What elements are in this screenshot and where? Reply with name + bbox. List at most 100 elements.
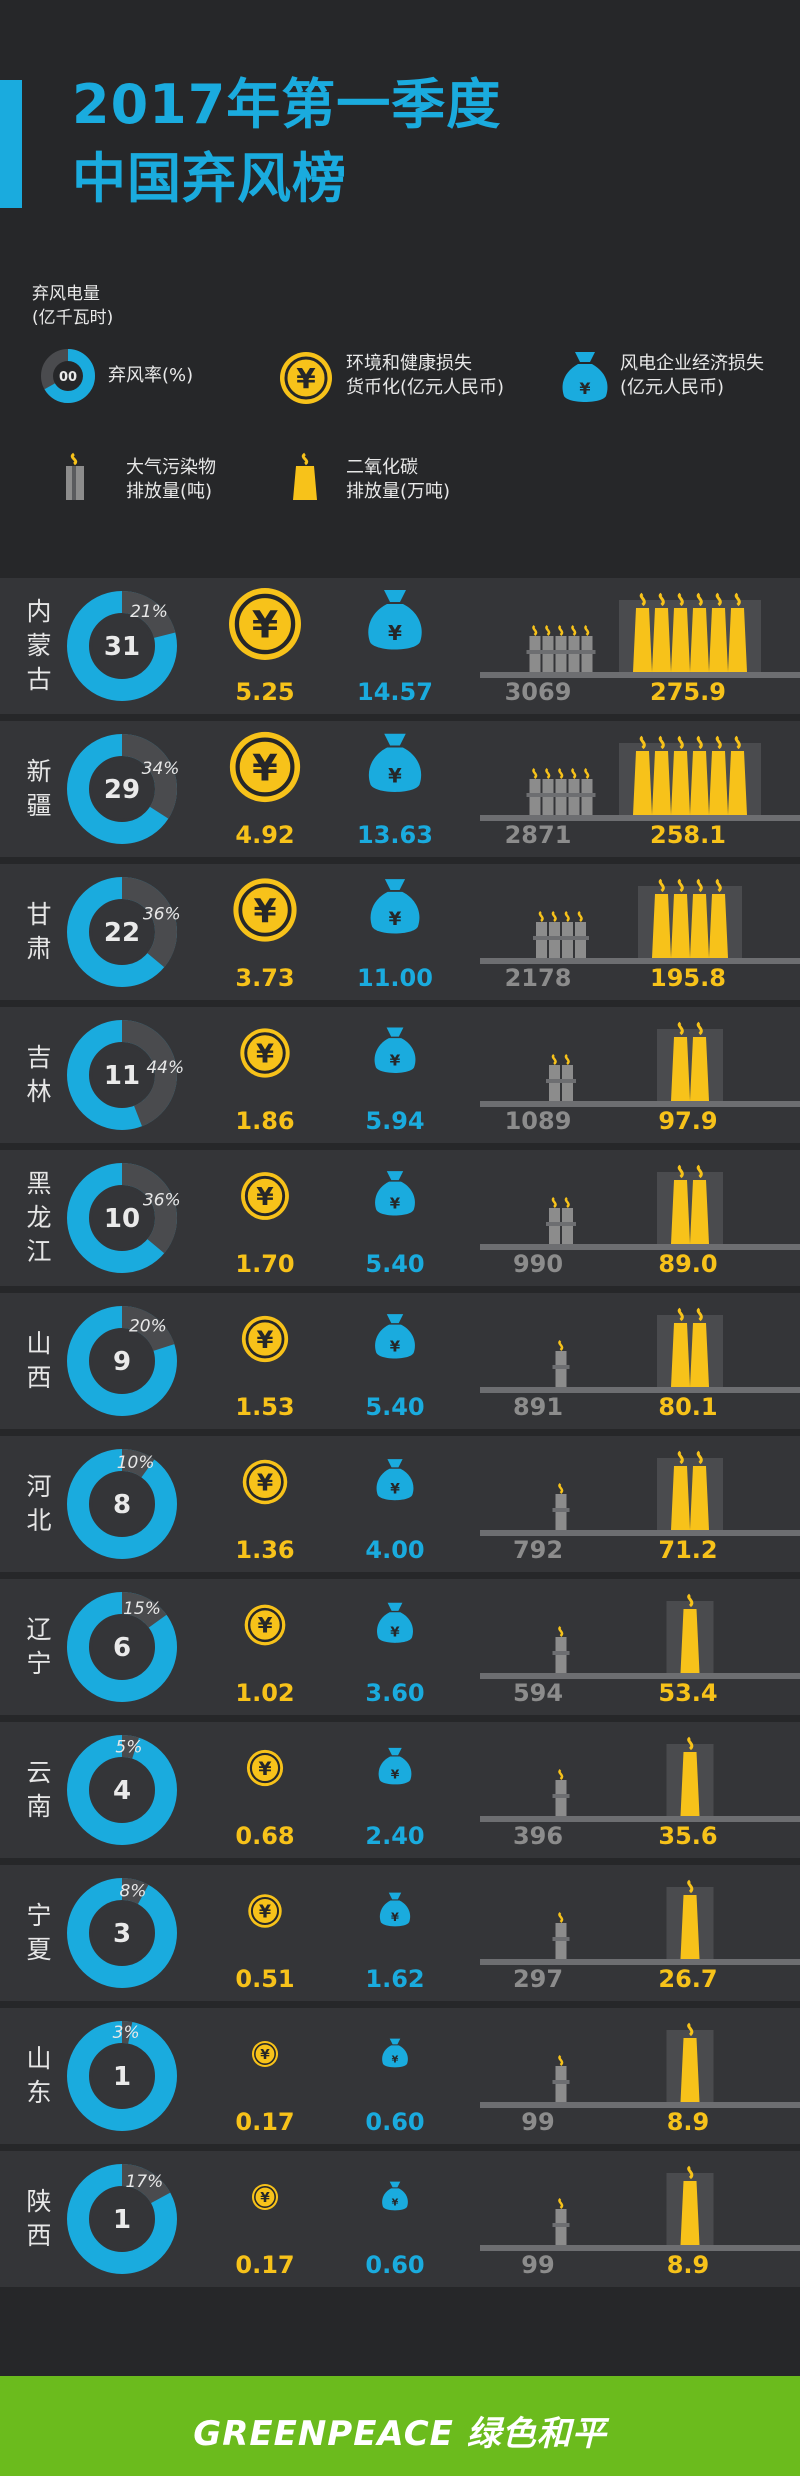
co2-value: 8.9 — [666, 2251, 710, 2279]
svg-text:¥: ¥ — [579, 379, 590, 398]
pollutant-value: 2178 — [504, 964, 572, 992]
pollutant-value: 792 — [512, 1536, 564, 1564]
curtailment-rate-label: 8% — [119, 1881, 146, 1901]
money-bag-icon: ¥ — [375, 1171, 415, 1216]
province-name: 云南 — [26, 1758, 52, 1821]
health-loss-value: 0.68 — [235, 1822, 295, 1850]
province-name: 山东 — [26, 2044, 52, 2107]
pollutant-value: 297 — [512, 1965, 564, 1993]
co2-value: 53.4 — [658, 1679, 718, 1707]
svg-text:¥: ¥ — [257, 1325, 274, 1354]
money-bag-icon: ¥ — [375, 1314, 415, 1359]
curtailment-rate-label: 34% — [142, 759, 180, 779]
row-graphics: 1 17% ¥ ¥ — [67, 2164, 800, 2274]
curtailment-rate-arc — [67, 1592, 177, 1702]
chimney-co2-icon — [638, 878, 742, 958]
health-loss-value: 0.17 — [235, 2108, 295, 2136]
province-name: 甘肃 — [26, 900, 52, 963]
greenpeace-logo: GREENPEACE 绿色和平 — [193, 2414, 607, 2454]
money-bag-icon: ¥ — [376, 1459, 414, 1501]
ground-line — [480, 2102, 800, 2108]
curtailed-power-value: 1 — [113, 2062, 131, 2092]
svg-text:¥: ¥ — [252, 746, 278, 789]
province-name: 内蒙古 — [26, 597, 52, 694]
chimney-pollutant-icon — [552, 2198, 570, 2245]
health-loss-value: 1.02 — [235, 1679, 295, 1707]
legend-yuan-coin-icon: ¥ — [280, 352, 332, 404]
health-loss-value: 3.73 — [235, 964, 295, 992]
svg-text:¥: ¥ — [389, 909, 402, 930]
pollutant-value: 2871 — [504, 821, 572, 849]
curtailment-rate-arc — [67, 877, 177, 987]
legend-health-loss-label: 环境和健康损失 货币化(亿元人民币) — [346, 353, 505, 398]
enterprise-loss-value: 1.62 — [365, 1965, 425, 1993]
money-bag-icon: ¥ — [378, 1747, 412, 1785]
chimney-co2-icon — [619, 592, 761, 672]
svg-text:¥: ¥ — [388, 621, 402, 645]
curtailed-power-value: 9 — [113, 1347, 131, 1377]
enterprise-loss-value: 4.00 — [365, 1536, 425, 1564]
money-bag-icon: ¥ — [377, 1602, 413, 1643]
yuan-coin-icon: ¥ — [241, 1172, 289, 1220]
money-bag-icon: ¥ — [370, 879, 420, 934]
svg-text:¥: ¥ — [260, 2190, 270, 2206]
enterprise-loss-value: 0.60 — [365, 2108, 425, 2136]
yuan-coin-icon: ¥ — [248, 1894, 282, 1928]
yuan-coin-icon: ¥ — [229, 588, 301, 660]
table-row: 吉林 11 44% ¥ ¥1.86 5.94 1089 97.9 — [0, 1007, 800, 1143]
money-bag-icon: ¥ — [382, 2038, 408, 2068]
chimney-co2-icon — [666, 1593, 714, 1673]
row-graphics: 1 3% ¥ ¥ — [67, 2021, 800, 2131]
curtailment-rate-label: 44% — [146, 1058, 184, 1078]
pollutant-value: 3069 — [504, 678, 572, 706]
co2-value: 89.0 — [658, 1250, 718, 1278]
curtailment-rate-label: 3% — [113, 2023, 140, 2043]
co2-value: 275.9 — [650, 678, 726, 706]
table-row: 河北 8 10% ¥ ¥1.36 4.00 792 71.2 — [0, 1436, 800, 1572]
title-line-2: 中国弃风榜 — [72, 147, 347, 210]
title-line-1: 2017年第一季度 — [72, 73, 502, 136]
province-name: 黑龙江 — [26, 1169, 52, 1266]
yuan-coin-icon: ¥ — [229, 731, 301, 803]
row-graphics: 8 10% ¥ ¥ — [67, 1449, 800, 1559]
curtailed-power-value: 3 — [113, 1919, 131, 1949]
svg-text:¥: ¥ — [391, 1910, 399, 1924]
enterprise-loss-value: 14.57 — [357, 678, 433, 706]
svg-text:¥: ¥ — [259, 1902, 271, 1922]
chimney-pollutant-icon — [526, 768, 596, 815]
row-graphics: 31 21% ¥ ¥ — [67, 588, 800, 701]
legend-money-bag-icon: ¥ — [562, 352, 608, 402]
pollutant-value: 1089 — [504, 1107, 572, 1135]
pollutant-value: 396 — [512, 1822, 564, 1850]
yuan-coin-icon: ¥ — [241, 1315, 289, 1363]
chimney-co2-icon — [666, 2165, 714, 2245]
curtailed-power-value: 31 — [104, 632, 140, 662]
money-bag-icon: ¥ — [374, 1027, 416, 1073]
health-loss-value: 1.36 — [235, 1536, 295, 1564]
ground-line — [480, 1101, 800, 1107]
yuan-coin-icon: ¥ — [233, 878, 297, 942]
curtailment-rate-arc — [67, 1735, 177, 1845]
svg-text:¥: ¥ — [388, 765, 402, 788]
table-row: 云南 4 5% ¥ ¥0.68 2.40 396 35.6 — [0, 1722, 800, 1858]
chimney-pollutant-icon — [533, 911, 589, 958]
legend-curtailed-power-label: 弃风电量 (亿千瓦时) — [32, 284, 114, 328]
co2-value: 71.2 — [658, 1536, 718, 1564]
province-name: 新疆 — [26, 757, 52, 820]
svg-text:¥: ¥ — [256, 1039, 274, 1069]
ground-line — [480, 1244, 800, 1250]
table-row: 甘肃 22 36% ¥ ¥3.73 11.00 2178 195.8 — [0, 864, 800, 1000]
enterprise-loss-value: 0.60 — [365, 2251, 425, 2279]
row-graphics: 9 20% ¥ ¥ — [67, 1306, 800, 1416]
curtailment-rate-arc — [67, 1306, 177, 1416]
health-loss-value: 1.86 — [235, 1107, 295, 1135]
chimney-pollutant-icon — [546, 1197, 576, 1244]
enterprise-loss-value: 3.60 — [365, 1679, 425, 1707]
chimney-co2-icon — [619, 735, 761, 815]
health-loss-value: 0.51 — [235, 1965, 295, 1993]
ground-line — [480, 672, 800, 678]
chimney-co2-icon — [657, 1021, 723, 1101]
svg-text:¥: ¥ — [390, 1194, 401, 1212]
